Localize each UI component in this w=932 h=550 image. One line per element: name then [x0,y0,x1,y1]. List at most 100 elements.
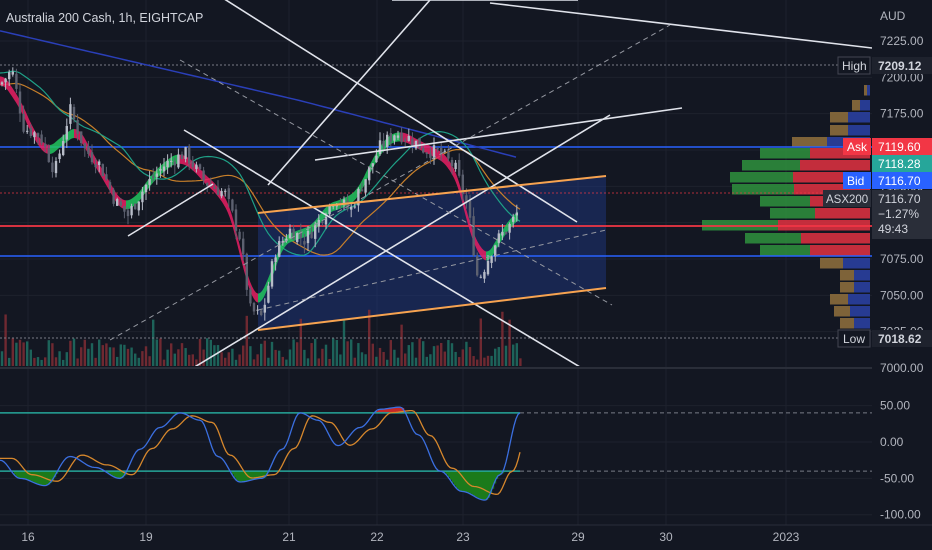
svg-text:Bid: Bid [847,174,864,188]
osc-oversold-fill [476,471,479,498]
ribbon-segment [212,180,214,192]
ribbon-segment [64,133,66,145]
svg-text:Low: Low [843,332,865,346]
candle-body [144,184,148,193]
candle-body [155,173,158,177]
ribbon-segment [492,244,494,257]
volume-bar [191,354,194,366]
osc-overbought-fill [382,409,385,413]
profile-bar-sell [848,125,870,136]
candle-body [278,241,281,257]
volume-bar [130,347,133,366]
candle-body [299,232,302,239]
osc-oversold-fill [260,471,263,479]
svg-text:ASX200: ASX200 [826,194,868,206]
volume-bar [425,356,428,366]
candle-body [22,113,25,132]
candle-body [483,271,486,279]
volume-bar [479,318,482,366]
candle-body [303,241,306,245]
candle-body [44,143,47,147]
volume-bar [429,354,432,366]
candle-body [346,200,349,210]
candle-body [166,160,169,168]
volume-bar [206,338,209,366]
candle-body [83,143,86,149]
candle-body [353,206,356,208]
dashed-lines [109,24,671,341]
profile-bar-sell [848,294,870,305]
ribbon-segment [12,87,14,100]
osc-oversold-fill [38,471,41,485]
candle-body [137,201,140,211]
candle-body [400,132,403,143]
ribbon-segment [248,275,250,291]
ribbon-segment [42,140,44,152]
volume-bar [515,343,518,366]
candle-body [112,189,115,204]
candle-body [191,161,194,168]
candle-body [288,228,292,238]
osc-oversold-fill [30,471,33,481]
volume-bar [65,352,68,366]
osc-oversold-fill [28,471,31,481]
profile-bar-buy [840,282,854,293]
volume-bar [360,352,364,366]
osc-tick-label: 50.00 [880,399,910,413]
volume-bar [281,356,284,366]
candle-body [234,209,238,231]
profile-bar-buy [742,160,800,171]
svg-text:−1.27%: −1.27% [878,207,919,221]
profile-bar-sell [810,148,870,159]
volume-bar [378,347,382,366]
volume-bar [22,342,25,366]
volume-bar [476,359,479,366]
osc-oversold-fill [480,471,483,500]
ribbon-segment [68,130,70,141]
volume-bar [148,356,151,366]
volume-bar [112,347,115,366]
price-tick-label: 7225.00 [880,34,924,48]
volume-bar [483,357,486,366]
volume-bar [51,343,54,366]
date-tick-label: 19 [139,530,153,544]
osc-oversold-fill [248,471,251,481]
candle-body [296,233,299,242]
osc-overbought-fill [390,408,393,413]
volume-bar [40,359,43,366]
volume-bar [72,338,76,366]
osc-oversold-fill [448,471,451,478]
mid-tag: 7118.28 [872,155,932,172]
candle-body [152,176,155,178]
candle-body [497,233,500,243]
osc-tick-label: -100.00 [880,508,921,522]
osc-oversold-fill [26,471,29,480]
candle-body [306,230,310,244]
ribbon-segment [238,238,240,256]
ribbon-segment [476,238,478,252]
candle-body [98,161,101,166]
candle-body [324,216,328,225]
candle-body [227,188,230,200]
profile-bar-sell [815,208,870,219]
osc-overbought-fill [388,408,391,413]
volume-bar [440,342,443,366]
ribbon-segment [276,251,278,267]
volume-bar [317,358,320,366]
osc-oversold-fill [24,471,27,479]
volume-bar [18,339,22,366]
osc-oversold-fill [474,471,477,497]
osc-oversold-fill [482,471,485,500]
candle-body [40,134,43,144]
osc-oversold-fill [118,471,121,479]
volume-bar [508,319,511,366]
osc-overbought-fill [380,409,383,413]
ribbon-segment [354,189,356,201]
profile-bar-buy [852,100,860,111]
high-tag: High 7209.12 [837,56,932,75]
svg-text:7209.12: 7209.12 [878,59,922,73]
ribbon-segment [260,290,262,302]
candle-body [310,232,313,239]
ribbon-segment [132,197,134,208]
